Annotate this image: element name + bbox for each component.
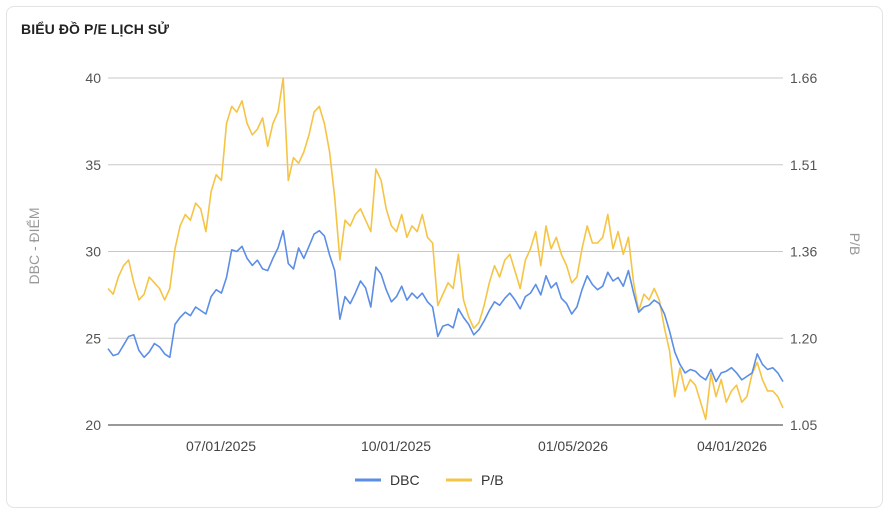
legend-label-dbc: DBC	[390, 472, 420, 488]
left-tick-label: 20	[85, 417, 101, 433]
x-axis-ticks: 07/01/2025 10/01/2025 01/05/2026 04/01/2026	[186, 438, 767, 454]
right-axis-title: P/B	[847, 233, 863, 256]
legend-item-pb[interactable]: P/B	[446, 472, 504, 488]
series-lines	[107, 77, 784, 421]
left-tick-label: 40	[85, 70, 101, 86]
right-tick-label: 1.20	[790, 330, 817, 346]
series-line-dbc	[107, 229, 784, 383]
x-tick-label: 10/01/2025	[361, 438, 431, 454]
right-tick-label: 1.05	[790, 417, 817, 433]
right-tick-label: 1.66	[790, 70, 817, 86]
gridlines	[108, 77, 783, 426]
left-tick-label: 30	[85, 244, 101, 260]
left-axis-title: DBC - ĐIỂM	[25, 208, 42, 285]
left-tick-label: 25	[85, 330, 101, 346]
legend-label-pb: P/B	[481, 472, 504, 488]
chart-card	[6, 6, 883, 508]
series-line-pb	[107, 77, 784, 421]
chart-title: BIỂU ĐỒ P/E LỊCH SỬ	[21, 21, 170, 37]
left-tick-label: 35	[85, 157, 101, 173]
x-tick-label: 01/05/2026	[538, 438, 608, 454]
left-axis-ticks: 40 35 30 25 20	[85, 70, 101, 433]
right-tick-label: 1.51	[790, 157, 817, 173]
legend-item-dbc[interactable]: DBC	[355, 472, 420, 488]
x-tick-label: 04/01/2026	[697, 438, 767, 454]
legend[interactable]: DBC P/B	[355, 472, 504, 488]
right-tick-label: 1.36	[790, 244, 817, 260]
right-axis-ticks: 1.66 1.51 1.36 1.20 1.05	[790, 70, 817, 433]
x-tick-label: 07/01/2025	[186, 438, 256, 454]
